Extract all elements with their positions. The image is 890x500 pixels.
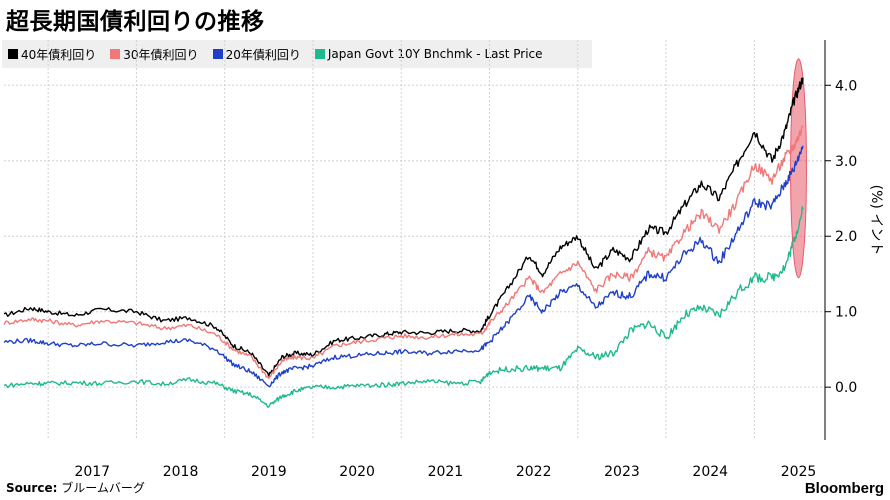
legend-swatch — [212, 49, 223, 59]
y-tick-label: 1.0 — [835, 305, 857, 321]
x-tick-label: 2018 — [163, 464, 199, 480]
legend-swatch — [110, 49, 121, 59]
legend-item: 20年債利回り — [212, 46, 301, 63]
y-tick-label: 0.0 — [835, 380, 857, 396]
source-text: ブルームバーグ — [61, 481, 145, 495]
y-tick-label: 4.0 — [835, 78, 857, 94]
x-tick-label: 2021 — [428, 464, 464, 480]
legend-swatch — [8, 49, 18, 59]
x-tick-label: 2023 — [604, 464, 640, 480]
x-tick-label: 2022 — [516, 464, 552, 480]
y-tick-label: 2.0 — [835, 229, 857, 245]
x-tick-label: 2019 — [251, 464, 287, 480]
legend-swatch — [314, 49, 325, 59]
legend-item: 40年債利回り — [8, 46, 96, 63]
legend-label: Japan Govt 10Y Bnchmk - Last Price — [327, 47, 543, 61]
series-line-0 — [3, 77, 804, 377]
series-line-3 — [3, 206, 804, 408]
legend: 40年債利回り 30年債利回り 20年債利回り Japan Govt 10Y Bnch… — [2, 40, 592, 68]
y-axis-label: (%) イント — [868, 185, 884, 256]
bloomberg-logo: Bloomberg — [804, 480, 884, 497]
legend-label: 20年債利回り — [225, 47, 301, 62]
x-tick-label: 2017 — [74, 464, 110, 480]
chart-title: 超長期国債利回りの推移 — [6, 9, 265, 35]
legend-item: 30年債利回り — [110, 46, 199, 63]
source-note: Source: ブルームバーグ — [6, 479, 145, 496]
legend-label: 40年債利回り — [21, 47, 97, 62]
series-line-2 — [3, 145, 804, 388]
highlight-ellipse — [790, 58, 807, 279]
y-tick-label: 3.0 — [835, 154, 857, 170]
x-tick-label: 2024 — [692, 464, 728, 480]
x-tick-label: 2025 — [781, 464, 817, 480]
source-label: Source: — [6, 481, 58, 495]
legend-item: Japan Govt 10Y Bnchmk - Last Price — [314, 47, 543, 61]
x-tick-label: 2020 — [339, 464, 375, 480]
series-line-1 — [3, 125, 804, 380]
legend-label: 30年債利回り — [123, 47, 199, 62]
